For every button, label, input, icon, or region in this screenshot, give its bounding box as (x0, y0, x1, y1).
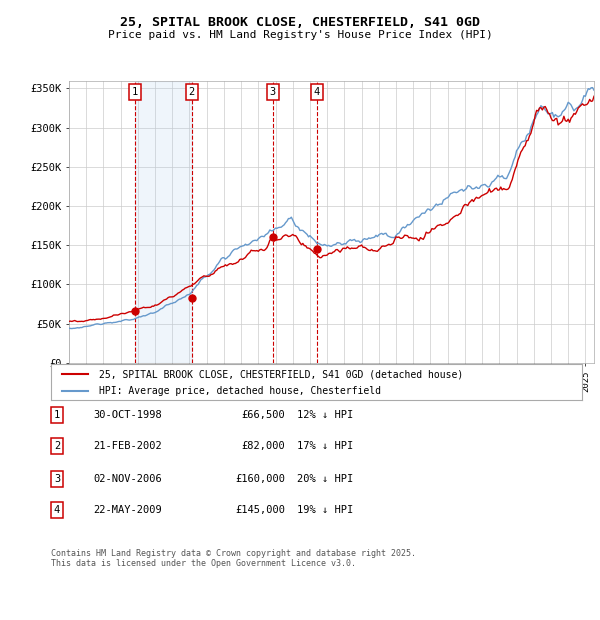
Text: 4: 4 (314, 87, 320, 97)
Text: 3: 3 (269, 87, 276, 97)
Text: HPI: Average price, detached house, Chesterfield: HPI: Average price, detached house, Ches… (99, 386, 381, 396)
Text: 17% ↓ HPI: 17% ↓ HPI (297, 441, 353, 451)
Text: 19% ↓ HPI: 19% ↓ HPI (297, 505, 353, 515)
Text: 12% ↓ HPI: 12% ↓ HPI (297, 410, 353, 420)
Text: 02-NOV-2006: 02-NOV-2006 (93, 474, 162, 484)
Text: 1: 1 (54, 410, 60, 420)
Text: Price paid vs. HM Land Registry's House Price Index (HPI): Price paid vs. HM Land Registry's House … (107, 30, 493, 40)
Text: 21-FEB-2002: 21-FEB-2002 (93, 441, 162, 451)
Text: 30-OCT-1998: 30-OCT-1998 (93, 410, 162, 420)
Text: 2: 2 (54, 441, 60, 451)
Text: 2: 2 (188, 87, 195, 97)
Text: 25, SPITAL BROOK CLOSE, CHESTERFIELD, S41 0GD (detached house): 25, SPITAL BROOK CLOSE, CHESTERFIELD, S4… (99, 369, 463, 379)
Bar (135, 81, 192, 363)
Text: £66,500: £66,500 (241, 410, 285, 420)
Text: 22-MAY-2009: 22-MAY-2009 (93, 505, 162, 515)
Text: £145,000: £145,000 (235, 505, 285, 515)
Text: 20% ↓ HPI: 20% ↓ HPI (297, 474, 353, 484)
Text: 4: 4 (54, 505, 60, 515)
Text: Contains HM Land Registry data © Crown copyright and database right 2025.
This d: Contains HM Land Registry data © Crown c… (51, 549, 416, 568)
Text: 25, SPITAL BROOK CLOSE, CHESTERFIELD, S41 0GD: 25, SPITAL BROOK CLOSE, CHESTERFIELD, S4… (120, 16, 480, 29)
Text: 3: 3 (54, 474, 60, 484)
Text: 1: 1 (132, 87, 138, 97)
Text: £160,000: £160,000 (235, 474, 285, 484)
Text: £82,000: £82,000 (241, 441, 285, 451)
